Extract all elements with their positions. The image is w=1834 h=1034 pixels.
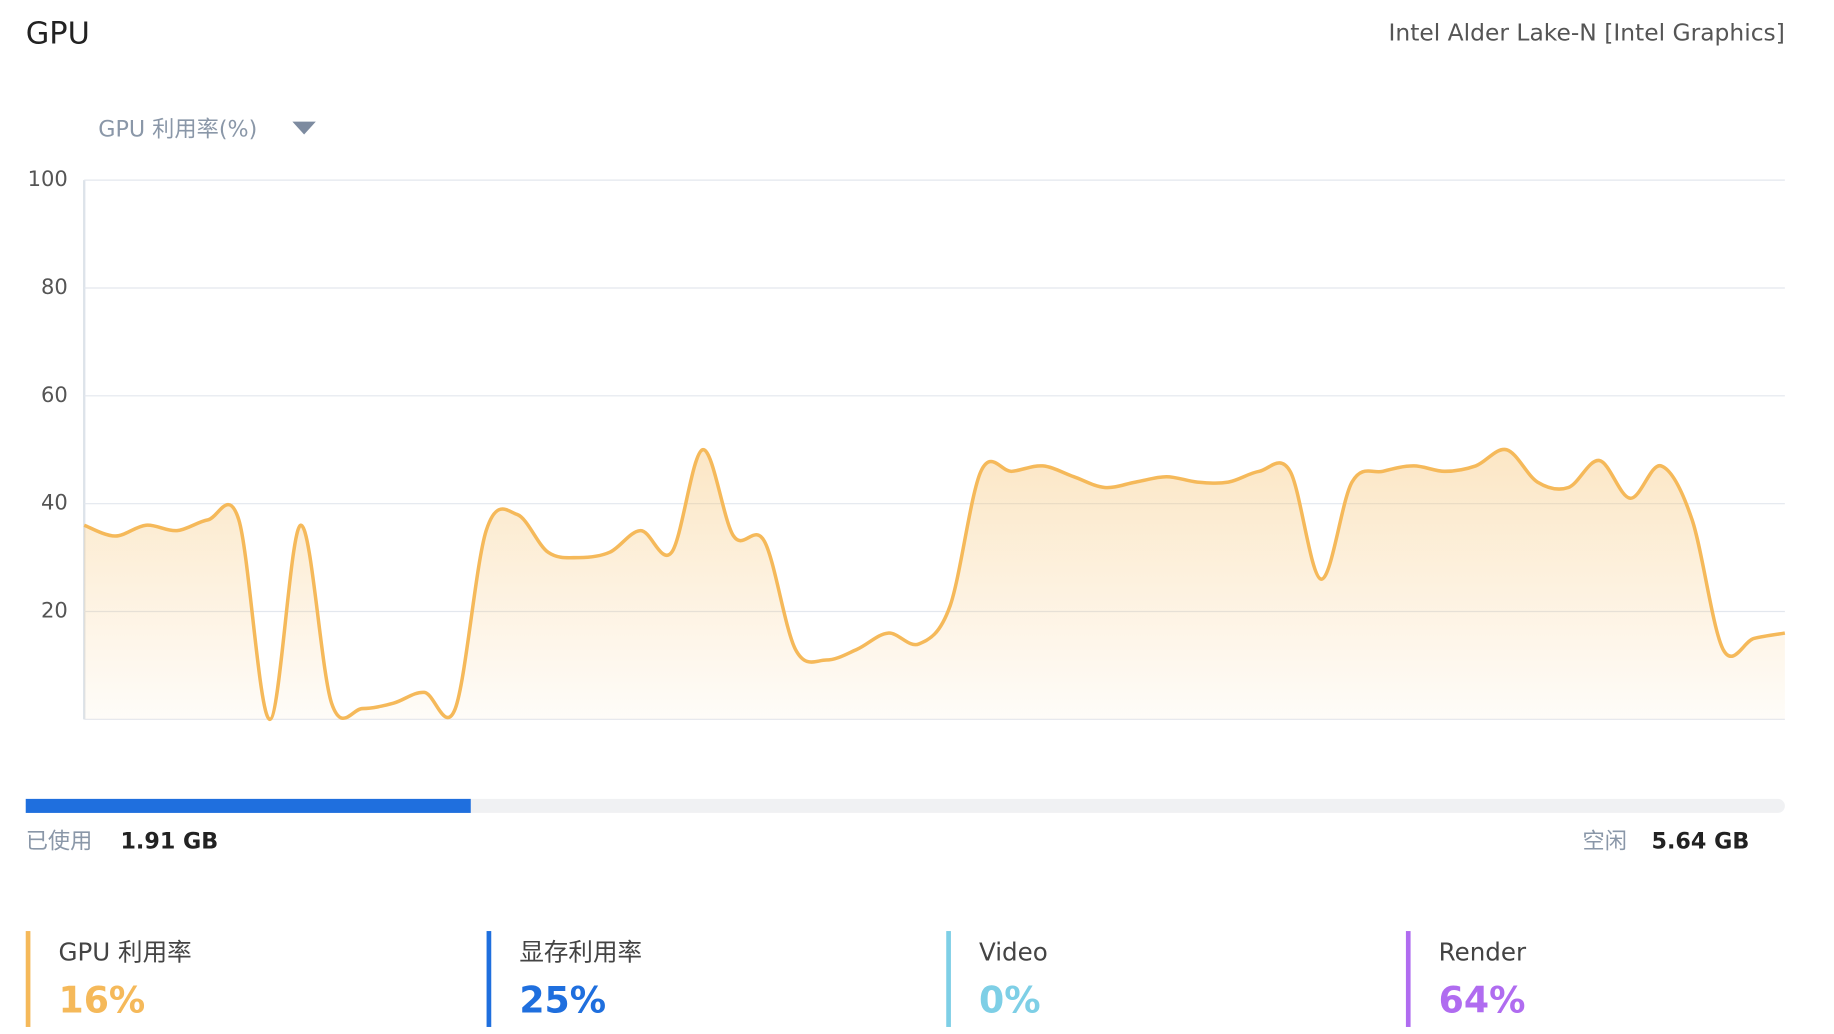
dropdown-icon[interactable] — [292, 121, 316, 135]
used-value: 1.91 GB — [120, 829, 218, 855]
stat-value: 0% — [979, 978, 1041, 1021]
stat-label: 显存利用率 — [519, 937, 642, 966]
y-tick-label: 100 — [28, 166, 68, 191]
stat-accent — [25, 931, 31, 1027]
y-tick-label: 80 — [41, 274, 68, 299]
y-tick-label: 60 — [41, 382, 68, 407]
y-tick-label: 20 — [41, 598, 68, 623]
stat-accent — [946, 931, 951, 1027]
stat-value: 25% — [519, 978, 606, 1021]
y-tick-label: 40 — [41, 490, 68, 515]
device-name: Intel Alder Lake-N [Intel Graphics] — [1389, 18, 1785, 46]
stat-accent — [486, 931, 492, 1027]
stat-label: Video — [979, 937, 1048, 966]
chart-title[interactable]: GPU 利用率(%) — [98, 116, 257, 142]
panel-title: GPU — [26, 17, 90, 52]
area-fill — [84, 449, 1785, 720]
free-label: 空闲 — [1583, 829, 1627, 855]
memory-used-bar — [25, 798, 471, 813]
stat-value: 64% — [1439, 978, 1526, 1021]
stat-label: Render — [1439, 937, 1527, 966]
line — [83, 447, 1786, 722]
stat-label: GPU 利用率 — [58, 937, 191, 966]
used-label: 已使用 — [26, 829, 93, 855]
stat-accent — [1405, 931, 1411, 1027]
free-value: 5.64 GB — [1652, 829, 1750, 855]
stat-value: 16% — [58, 978, 145, 1021]
